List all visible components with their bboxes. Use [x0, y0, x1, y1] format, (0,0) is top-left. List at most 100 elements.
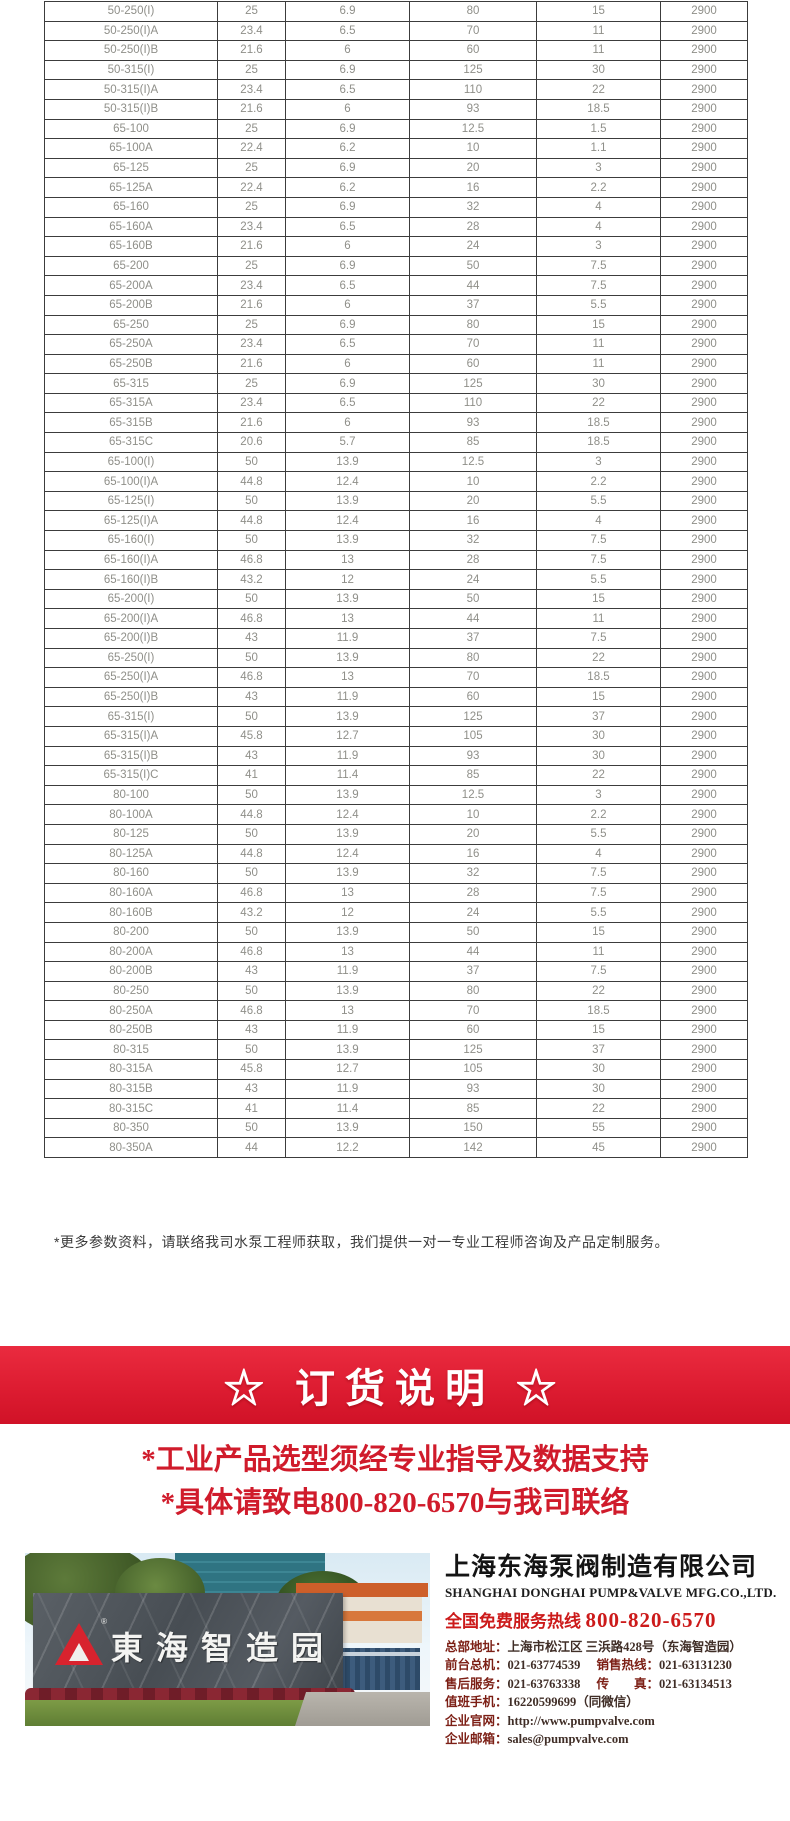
table-row: 80-315A 45.8 12.7 105 30 2900 — [44, 1059, 748, 1080]
table-cell: 80 — [409, 980, 537, 1002]
table-row: 65-100A 22.4 6.2 10 1.1 2900 — [44, 138, 748, 159]
table-cell: 13.9 — [285, 863, 410, 884]
contact-line: 总部地址：上海市松江区 三浜路428号（东海智造园） — [445, 1638, 783, 1656]
table-cell: 11.4 — [285, 1098, 410, 1119]
contact-value: 021-63134513 — [658, 1676, 732, 1691]
table-cell: 80-160 — [44, 863, 218, 884]
contact-label: 销售热线： — [596, 1658, 659, 1673]
table-cell: 50 — [217, 784, 286, 806]
contact-label: 传 真： — [596, 1676, 659, 1691]
hotline-number: 800-820-6570 — [585, 1608, 717, 1632]
table-cell: 13 — [285, 667, 410, 688]
table-cell: 30 — [536, 373, 661, 394]
contact-value: 上海市松江区 三浜路428号（东海智造园） — [507, 1640, 742, 1654]
table-cell: 50 — [217, 588, 286, 610]
table-cell: 23.4 — [217, 216, 286, 238]
table-row: 65-315C 20.6 5.7 85 18.5 2900 — [44, 432, 748, 453]
table-cell: 16 — [409, 510, 537, 532]
table-cell: 80-250 — [44, 980, 218, 1002]
table-cell: 10 — [409, 138, 537, 159]
contact-link[interactable]: sales@pumpvalve.com — [507, 1732, 629, 1747]
table-cell: 12.2 — [285, 1137, 410, 1159]
table-cell: 60 — [409, 1019, 537, 1041]
table-note: *更多参数资料，请联络我司水泵工程师获取，我们提供一对一专业工程师咨询及产品定制… — [54, 1234, 669, 1250]
table-cell: 15 — [536, 686, 661, 708]
company-info: 上海东海泵阀制造有限公司 SHANGHAI DONGHAI PUMP&VALVE… — [445, 1547, 783, 1748]
table-cell: 2900 — [660, 118, 748, 140]
table-cell: 6.5 — [285, 79, 410, 100]
table-cell: 23.4 — [217, 79, 286, 100]
table-cell: 93 — [409, 98, 537, 120]
banner-title: ☆ 订货说明 ☆ — [223, 1367, 567, 1411]
table-cell: 22.4 — [217, 138, 286, 159]
table-cell: 44.8 — [217, 510, 286, 532]
table-cell: 93 — [409, 412, 537, 434]
table-cell: 23.4 — [217, 20, 286, 42]
table-cell: 2900 — [660, 961, 748, 982]
table-cell: 37 — [409, 961, 537, 982]
table-cell: 65-250(I) — [44, 647, 218, 669]
table-row: 80-250B 43 11.9 60 15 2900 — [44, 1019, 748, 1041]
table-cell: 25 — [217, 1, 286, 22]
table-row: 65-315B 21.6 6 93 18.5 2900 — [44, 412, 748, 434]
table-cell: 2900 — [660, 236, 748, 257]
table-cell: 13.9 — [285, 1039, 410, 1061]
table-row: 80-200A 46.8 13 44 11 2900 — [44, 941, 748, 963]
table-cell: 2900 — [660, 902, 748, 923]
table-cell: 80-160B — [44, 902, 218, 923]
table-cell: 65-125(I)A — [44, 510, 218, 532]
table-cell: 12.4 — [285, 804, 410, 825]
table-cell: 12 — [285, 569, 410, 590]
table-cell: 46.8 — [217, 882, 286, 904]
table-cell: 80 — [409, 647, 537, 669]
table-cell: 10 — [409, 804, 537, 825]
table-cell: 6.9 — [285, 373, 410, 394]
table-cell: 55 — [536, 1117, 661, 1139]
contact-link[interactable]: http://www.pumpvalve.com — [507, 1713, 655, 1728]
table-cell: 6.5 — [285, 392, 410, 414]
table-cell: 32 — [409, 863, 537, 884]
table-row: 65-100(I) 50 13.9 12.5 3 2900 — [44, 451, 748, 473]
table-row: 65-250 25 6.9 80 15 2900 — [44, 314, 748, 336]
table-cell: 45 — [536, 1137, 661, 1159]
table-row: 80-100 50 13.9 12.5 3 2900 — [44, 784, 748, 806]
table-cell: 22 — [536, 765, 661, 786]
table-row: 65-160A 23.4 6.5 28 4 2900 — [44, 216, 748, 238]
table-cell: 6.9 — [285, 1, 410, 22]
table-cell: 50 — [217, 863, 286, 884]
table-cell: 125 — [409, 373, 537, 394]
table-cell: 11 — [536, 40, 661, 61]
table-cell: 80-125A — [44, 843, 218, 865]
table-cell: 50-250(I)B — [44, 40, 218, 61]
table-cell: 50 — [409, 921, 537, 943]
table-cell: 93 — [409, 745, 537, 767]
table-cell: 150 — [409, 1117, 537, 1139]
table-row: 65-315(I)B 43 11.9 93 30 2900 — [44, 745, 748, 767]
table-cell: 2900 — [660, 1137, 748, 1159]
table-cell: 22 — [536, 1098, 661, 1119]
table-cell: 2900 — [660, 804, 748, 825]
table-row: 50-250(I)A 23.4 6.5 70 11 2900 — [44, 20, 748, 42]
table-cell: 65-200A — [44, 275, 218, 296]
table-cell: 20 — [409, 157, 537, 179]
contact-label: 值班手机： — [445, 1695, 508, 1710]
table-cell: 21.6 — [217, 353, 286, 375]
table-cell: 13.9 — [285, 1117, 410, 1139]
table-cell: 50 — [217, 706, 286, 727]
table-cell: 20 — [409, 823, 537, 845]
table-row: 65-125 25 6.9 20 3 2900 — [44, 157, 748, 179]
table-cell: 60 — [409, 353, 537, 375]
table-cell: 65-315(I)B — [44, 745, 218, 767]
table-cell: 2900 — [660, 255, 748, 277]
table-row: 65-160B 21.6 6 24 3 2900 — [44, 236, 748, 257]
table-cell: 2900 — [660, 294, 748, 316]
table-cell: 6.9 — [285, 118, 410, 140]
sign-wall: ® 東海智造园 — [33, 1593, 343, 1693]
table-cell: 41 — [217, 1098, 286, 1119]
table-cell: 2900 — [660, 490, 748, 512]
table-cell: 11.9 — [285, 745, 410, 767]
donghai-triangle-logo-icon: ® — [53, 1617, 107, 1667]
table-cell: 2900 — [660, 432, 748, 453]
table-cell: 13.9 — [285, 921, 410, 943]
table-cell: 2900 — [660, 392, 748, 414]
